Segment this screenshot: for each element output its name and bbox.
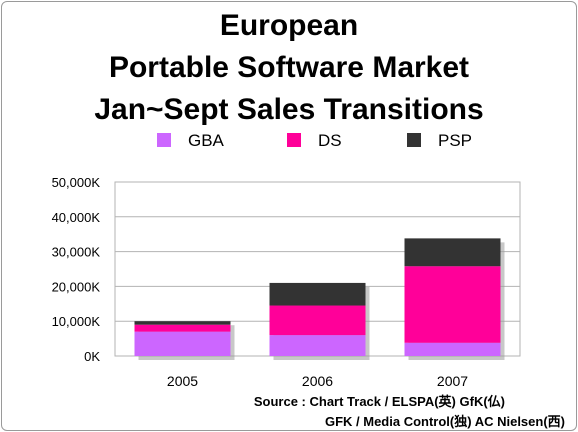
- bar-ds-2005: [134, 324, 231, 332]
- x-tick-label: 2007: [437, 373, 468, 389]
- legend-label-gba: GBA: [188, 131, 225, 150]
- y-tick-label: 40,000K: [52, 210, 101, 225]
- x-tick-label: 2005: [167, 373, 198, 389]
- bar-ds-2006: [269, 305, 366, 336]
- bar-ds-2007: [404, 266, 501, 343]
- source-line-1: Source : Chart Track / ELSPA(英) GfK(仏): [254, 394, 505, 409]
- chart-title-line-2: Portable Software Market: [109, 51, 469, 84]
- x-tick-label: 2006: [302, 373, 333, 389]
- y-tick-label: 10,000K: [52, 314, 101, 329]
- legend-swatch-gba: [157, 133, 171, 147]
- chart-bars: [134, 238, 505, 360]
- bar-gba-2005: [134, 331, 231, 356]
- bar-psp-2006: [269, 282, 366, 306]
- source-note: Source : Chart Track / ELSPA(英) GfK(仏) G…: [254, 394, 565, 429]
- chart-title: European Portable Software Market Jan~Se…: [94, 9, 483, 126]
- legend-label-psp: PSP: [438, 131, 472, 150]
- chart-title-line-1: European: [220, 9, 358, 42]
- bar-gba-2007: [404, 342, 501, 356]
- y-tick-label: 0K: [84, 349, 100, 364]
- y-tick-label: 30,000K: [52, 245, 101, 260]
- legend-label-ds: DS: [318, 131, 342, 150]
- legend-swatch-psp: [407, 133, 421, 147]
- legend-swatch-ds: [287, 133, 301, 147]
- source-line-2: GFK / Media Control(独) AC Nielsen(西): [325, 414, 565, 429]
- bar-psp-2005: [134, 321, 231, 325]
- bar-gba-2006: [269, 335, 366, 356]
- y-tick-label: 50,000K: [52, 175, 101, 190]
- chart-legend: GBA DS PSP: [157, 131, 472, 150]
- y-tick-label: 20,000K: [52, 279, 101, 294]
- y-axis: 0K 10,000K 20,000K 30,000K 40,000K 50,000K: [52, 175, 101, 364]
- x-axis: 2005 2006 2007: [167, 373, 468, 389]
- chart-title-line-3: Jan~Sept Sales Transitions: [94, 93, 483, 126]
- bar-psp-2007: [404, 238, 501, 267]
